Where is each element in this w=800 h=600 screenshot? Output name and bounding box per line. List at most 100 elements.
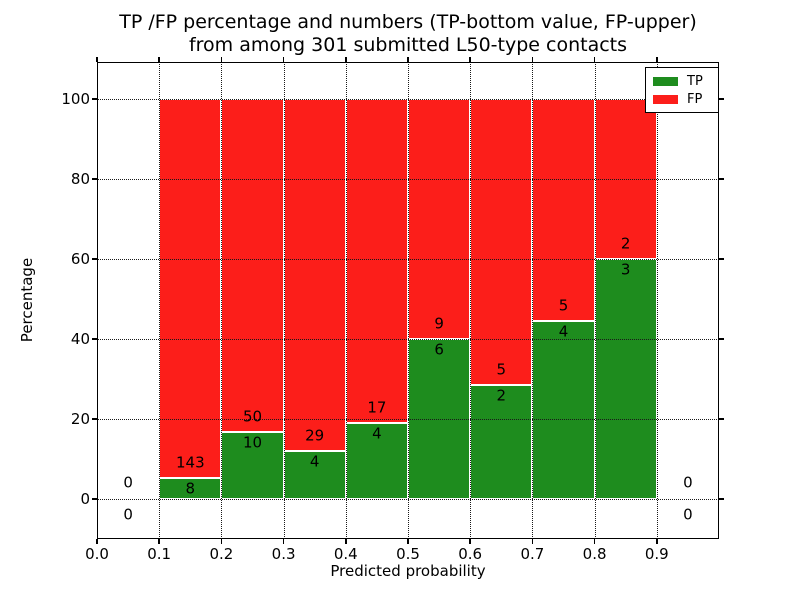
fp-count-label: 143 [175, 453, 205, 472]
bar-segment-tp [345, 422, 408, 499]
bar-segment-fp [221, 99, 284, 433]
bar-segment-tp [221, 432, 284, 499]
fp-count-label: 17 [367, 398, 387, 417]
x-tick-top [407, 57, 409, 62]
x-tick-label: 0.4 [333, 545, 358, 563]
y-tick-label: 20 [70, 410, 90, 428]
y-tick-label: 0 [80, 490, 90, 508]
x-tick-label: 0.1 [147, 545, 172, 563]
legend-item-fp: FP [653, 93, 711, 106]
fp-count-label: 29 [305, 426, 325, 444]
x-tick-top [656, 57, 658, 62]
tp-count-label: 2 [496, 386, 507, 405]
chart-title-line2: from among 301 submitted L50-type contac… [188, 34, 628, 56]
legend-swatch-fp [653, 94, 678, 104]
legend-label: FP [687, 91, 703, 107]
y-tick-label: 40 [70, 330, 90, 348]
x-tick-bottom [96, 539, 98, 544]
x-tick-bottom [345, 539, 347, 544]
tp-count-label: 4 [372, 424, 382, 443]
y-tick-left [92, 418, 97, 420]
y-tick-left [92, 498, 97, 500]
y-axis-label: Percentage [18, 257, 36, 343]
x-tick-label: 0.5 [396, 545, 420, 563]
fp-count-label: 50 [242, 407, 263, 426]
legend-item-tp: TP [653, 75, 711, 88]
x-tick-label: 0.6 [458, 545, 483, 563]
x-tick-top [220, 57, 223, 62]
fp-count-label: 5 [496, 360, 507, 379]
x-tick-bottom [282, 539, 285, 544]
x-tick-bottom [158, 539, 160, 544]
bar-segment-fp [159, 99, 222, 478]
x-tick-label: 0.3 [271, 545, 296, 563]
v-gridline [656, 62, 658, 539]
x-tick-bottom [656, 539, 658, 544]
y-tick-label: 100 [61, 90, 90, 108]
x-tick-top [282, 57, 285, 62]
bar-segment-tp [470, 384, 533, 499]
legend-label: TP [687, 73, 703, 89]
v-gridline [532, 62, 534, 539]
fp-count-label: 5 [558, 296, 569, 315]
tp-count-label: 4 [558, 322, 569, 341]
chart-title-line1: TP /FP percentage and numbers (TP-bottom… [119, 11, 697, 33]
bar-segment-tp [532, 321, 595, 499]
y-tick-left [92, 258, 97, 260]
x-tick-top [469, 57, 471, 62]
x-tick-top [96, 57, 98, 62]
tp-count-label: 10 [242, 433, 263, 452]
y-tick-right [719, 178, 724, 180]
v-gridline [408, 62, 409, 539]
y-tick-right [719, 498, 724, 500]
x-tick-top [593, 57, 596, 62]
x-tick-bottom [407, 539, 409, 544]
tp-count-label: 0 [683, 505, 693, 524]
x-tick-bottom [220, 539, 223, 544]
legend-swatch-tp [653, 76, 678, 86]
x-tick-label: 0.8 [582, 545, 607, 563]
tp-count-label: 4 [309, 452, 320, 470]
bar-segment-fp [345, 99, 408, 423]
tp-count-label: 6 [434, 340, 444, 359]
x-tick-label: 0.9 [644, 545, 669, 563]
x-tick-top [345, 57, 347, 62]
bar-segment-fp [283, 99, 346, 451]
y-tick-right [719, 258, 724, 260]
v-gridline [345, 62, 347, 539]
fp-count-label: 0 [123, 473, 133, 492]
x-axis-label: Predicted probability [330, 562, 486, 580]
y-tick-right [719, 338, 724, 340]
y-tick-label: 60 [70, 250, 90, 268]
y-tick-label: 80 [70, 170, 90, 188]
x-tick-label: 0.0 [85, 545, 109, 563]
x-tick-label: 0.7 [520, 545, 545, 563]
fp-count-label: 9 [434, 314, 444, 333]
x-tick-label: 0.2 [209, 545, 234, 563]
bar-segment-tp [594, 259, 657, 499]
v-gridline [594, 62, 596, 539]
fp-count-label: 0 [683, 473, 693, 492]
y-tick-right [719, 418, 724, 420]
tp-count-label: 0 [123, 505, 133, 524]
chart-title: TP /FP percentage and numbers (TP-bottom… [49, 11, 767, 57]
y-tick-left [92, 178, 97, 180]
bar-segment-fp [470, 99, 533, 385]
y-tick-left [92, 338, 97, 340]
x-tick-bottom [469, 539, 471, 544]
y-tick-left [92, 98, 97, 100]
x-tick-top [531, 57, 534, 62]
v-gridline [470, 62, 472, 539]
v-gridline [283, 62, 285, 539]
v-gridline [221, 62, 223, 539]
legend: TP FP [645, 67, 719, 113]
tp-count-label: 8 [185, 479, 196, 498]
fp-count-label: 2 [620, 234, 631, 253]
bar-segment-fp [532, 99, 595, 322]
x-tick-top [158, 57, 160, 62]
x-tick-bottom [593, 539, 596, 544]
bar-segment-fp [408, 99, 471, 339]
x-tick-bottom [531, 539, 534, 544]
tp-count-label: 3 [620, 260, 631, 279]
